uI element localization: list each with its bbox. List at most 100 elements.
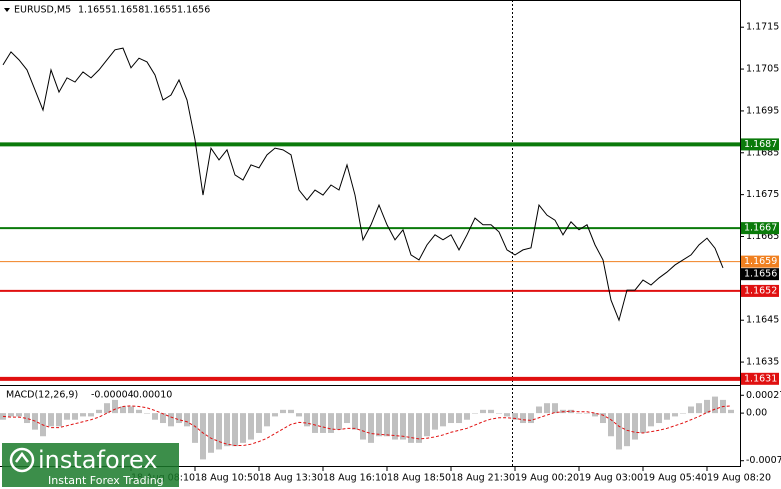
y-tick-label: 1.1635 — [746, 357, 779, 368]
histogram-bar — [384, 413, 390, 437]
histogram-bar — [392, 413, 398, 440]
histogram-bar — [288, 409, 294, 414]
histogram-bar — [616, 413, 622, 450]
ohlc-low: 1.1655 — [144, 5, 177, 16]
histogram-bar — [176, 413, 182, 424]
histogram-bar — [432, 413, 438, 430]
histogram-bar — [368, 413, 374, 443]
histogram-bar — [656, 413, 662, 424]
histogram-bar — [448, 413, 454, 424]
histogram-bar — [624, 413, 630, 447]
histogram-bar — [480, 409, 486, 414]
y-tick-label: 1.1695 — [746, 105, 779, 116]
histogram-bar — [352, 413, 358, 430]
histogram-bar — [120, 406, 126, 414]
histogram-bar — [192, 413, 198, 443]
histogram-bar — [696, 403, 702, 414]
plot: 1.17151.17051.16951.16851.16751.16651.16… — [0, 22, 781, 484]
ohlc-high: 1.1658 — [111, 5, 144, 16]
histogram-bar — [224, 413, 230, 447]
histogram-bar — [96, 409, 102, 414]
ohlc-close: 1.1656 — [177, 5, 210, 16]
macd-title: MACD(12,26,9) — [6, 390, 78, 401]
logo-icon — [15, 451, 29, 463]
histogram-bar — [8, 413, 14, 417]
histogram-bar — [608, 413, 614, 437]
histogram-bar — [632, 413, 638, 440]
histogram-bar — [160, 413, 166, 424]
macd-value: -0.00004 — [91, 390, 134, 401]
histogram-bar — [256, 413, 262, 433]
histogram-bar — [64, 413, 70, 420]
histogram-bar — [128, 406, 134, 414]
histogram-bar — [168, 413, 174, 427]
histogram-bar — [544, 403, 550, 414]
y-tick-label: 1.1645 — [746, 315, 779, 326]
x-tick-label: 18 Aug 16:10 — [323, 473, 387, 484]
histogram-bar — [640, 413, 646, 433]
histogram-bar — [400, 413, 406, 440]
x-tick-label: 18 Aug 18:50 — [387, 473, 451, 484]
histogram-bar — [216, 413, 222, 450]
histogram-bar — [576, 413, 582, 414]
symbol: EURUSD,M5 — [14, 5, 71, 16]
histogram-bar — [408, 413, 414, 443]
x-tick-label: 19 Aug 05:40 — [643, 473, 707, 484]
histogram-bar — [296, 413, 302, 417]
histogram-bar — [584, 413, 590, 414]
watermark: instaforex Instant Forex Trading — [2, 443, 179, 487]
last-price-bg — [741, 268, 779, 281]
histogram-bar — [312, 413, 318, 433]
histogram-bar — [728, 409, 734, 414]
histogram-bar — [360, 413, 366, 440]
histogram-bar — [416, 413, 422, 443]
logo-icon — [9, 447, 35, 473]
histogram-bar — [464, 413, 470, 420]
histogram-bar — [680, 413, 686, 414]
histogram-bar — [664, 413, 670, 420]
level-label: 1.1687 — [744, 139, 777, 150]
histogram-bar — [104, 403, 110, 414]
histogram-bar — [472, 413, 478, 414]
histogram-bar — [272, 413, 278, 417]
histogram-bar — [336, 413, 342, 430]
level-label-bg — [741, 284, 779, 297]
histogram-bar — [376, 413, 382, 437]
histogram-bar — [440, 413, 446, 427]
histogram-bar — [280, 409, 286, 414]
histogram-bar — [704, 399, 710, 414]
histogram-bar — [304, 413, 310, 427]
histogram-bar — [424, 413, 430, 437]
histogram-bar — [320, 413, 326, 433]
y-tick-label: 1.1675 — [746, 189, 779, 200]
header: EURUSD,M5 1.1655 1.1658 1.1655 1.1656 MA… — [4, 5, 210, 401]
histogram-bar — [24, 413, 30, 424]
histogram-bar — [248, 413, 254, 440]
histogram-bar — [144, 413, 150, 414]
y-tick-label: -0.00072 — [746, 455, 781, 466]
x-tick-label: 18 Aug 10:50 — [195, 473, 259, 484]
histogram-bar — [552, 403, 558, 414]
y-tick-label: 0.00027 — [746, 390, 781, 401]
histogram-bar — [240, 413, 246, 443]
level-label: 1.1667 — [744, 223, 777, 234]
x-tick-label: 19 Aug 00:20 — [515, 473, 579, 484]
histogram-bar — [672, 413, 678, 417]
histogram-bar — [496, 413, 502, 414]
header-icon — [4, 8, 10, 12]
histogram-bar — [88, 413, 94, 417]
level-label-bg — [741, 255, 779, 268]
histogram-bar — [264, 413, 270, 427]
x-tick-label: 19 Aug 08:20 — [707, 473, 771, 484]
y-tick-label: 1.1705 — [746, 64, 779, 75]
price-line — [2, 47, 724, 322]
x-tick-label: 18 Aug 13:30 — [259, 473, 323, 484]
histogram-bar — [568, 409, 574, 414]
histogram-bar — [48, 413, 54, 427]
level-label: 1.1659 — [744, 256, 777, 267]
y-tick-label: 1.1685 — [746, 147, 779, 158]
histogram-bar — [520, 413, 526, 424]
signal-line — [2, 405, 732, 447]
